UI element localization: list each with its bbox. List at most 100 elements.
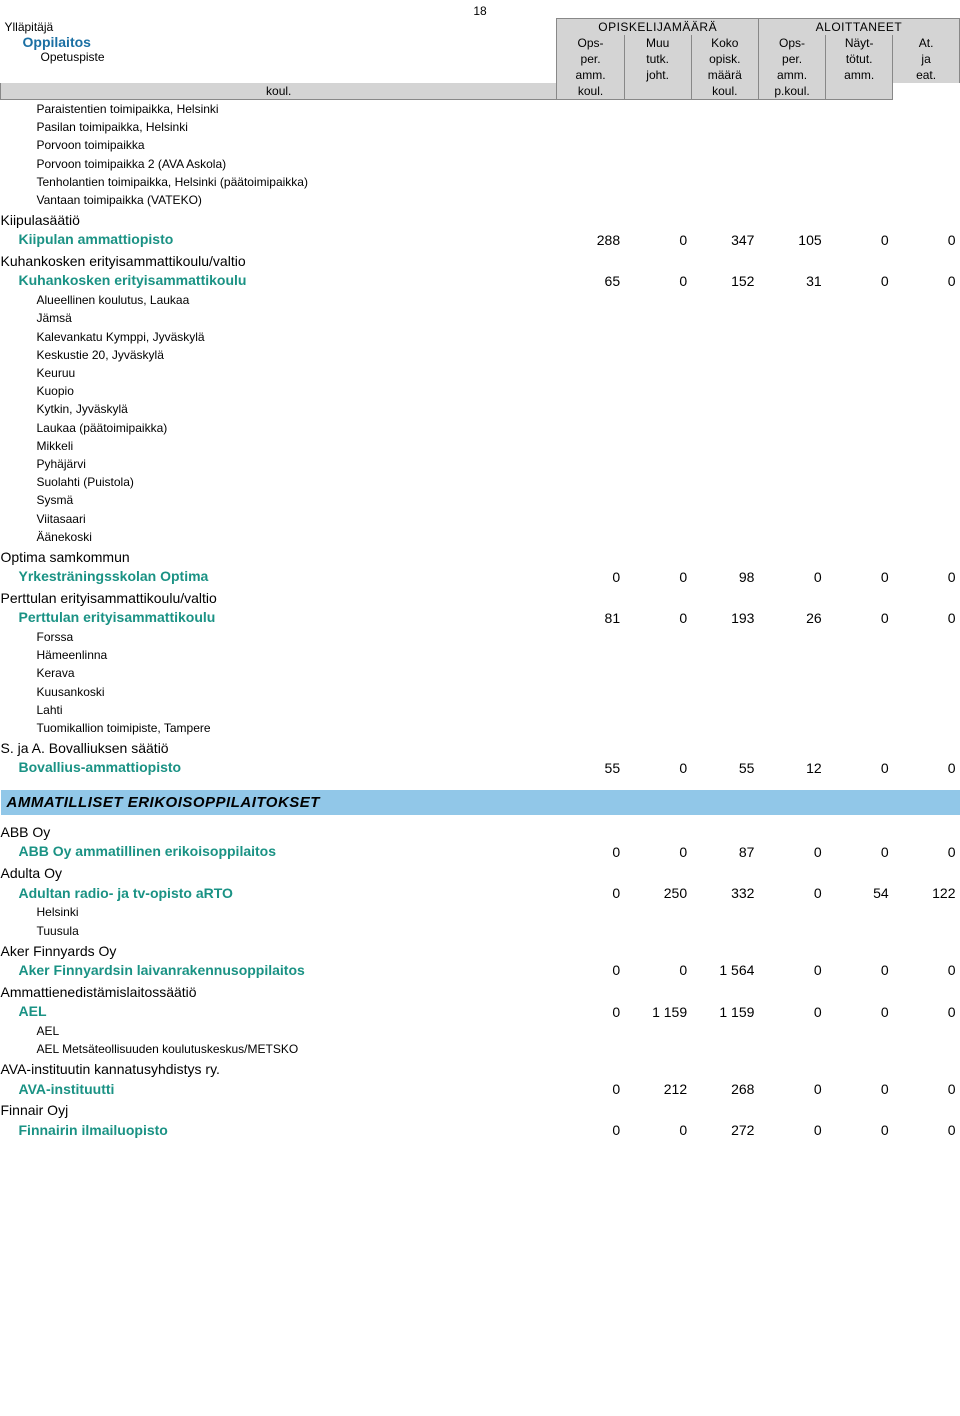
value-cell: 0 [557, 883, 624, 904]
opetuspiste: Hämeenlinna [1, 646, 960, 664]
value-cell: 347 [691, 229, 758, 250]
col-hdr: joht. [624, 67, 691, 83]
value-cell: 0 [893, 229, 960, 250]
value-cell: 272 [691, 1120, 758, 1141]
opetuspiste: Porvoon toimipaikka [1, 136, 960, 154]
value-cell: 0 [624, 960, 691, 981]
opetuspiste: Äänekoski [1, 528, 960, 546]
opetuspiste: Mikkeli [1, 437, 960, 455]
opetuspiste: Forssa [1, 628, 960, 646]
yllapitaja: Perttulan erityisammattikoulu/valtio [1, 587, 960, 607]
oppilaitos: ABB Oy ammatillinen erikoisoppilaitos [1, 841, 557, 862]
value-cell: 0 [624, 566, 691, 587]
opetuspiste: Kuusankoski [1, 683, 960, 701]
opetuspiste: AEL Metsäteollisuuden koulutuskeskus/MET… [1, 1040, 960, 1058]
yllapitaja: Kiipulasäätiö [1, 209, 960, 229]
value-cell: 65 [557, 270, 624, 291]
value-cell: 212 [624, 1079, 691, 1100]
value-cell: 0 [758, 960, 825, 981]
value-cell: 0 [893, 757, 960, 778]
opetuspiste: Kuopio [1, 382, 960, 400]
value-cell: 0 [893, 960, 960, 981]
value-cell: 0 [557, 1079, 624, 1100]
value-cell: 105 [758, 229, 825, 250]
value-cell: 87 [691, 841, 758, 862]
value-cell: 55 [691, 757, 758, 778]
value-cell: 0 [624, 757, 691, 778]
col-hdr: Näyt- [826, 35, 893, 51]
value-cell: 0 [826, 960, 893, 981]
value-cell: 288 [557, 229, 624, 250]
col-hdr: Muu [624, 35, 691, 51]
yllapitaja: Ammattienedistämislaitossäätiö [1, 981, 960, 1001]
opetuspiste: Kerava [1, 664, 960, 682]
value-cell: 31 [758, 270, 825, 291]
value-cell: 0 [826, 270, 893, 291]
main-table: Ylläpitäjä Oppilaitos Opetuspiste OPISKE… [0, 18, 960, 1140]
yllapitaja: Aker Finnyards Oy [1, 940, 960, 960]
col-hdr: Koko [691, 35, 758, 51]
value-cell: 98 [691, 566, 758, 587]
value-cell: 0 [826, 1079, 893, 1100]
opetuspiste: Porvoon toimipaikka 2 (AVA Askola) [1, 155, 960, 173]
yllapitaja: Optima samkommun [1, 546, 960, 566]
col-hdr: per. [557, 51, 624, 67]
oppilaitos: AEL [1, 1001, 557, 1022]
col-hdr: p.koul. [758, 83, 825, 100]
oppilaitos: Adultan radio- ja tv-opisto aRTO [1, 883, 557, 904]
oppilaitos: Finnairin ilmailuopisto [1, 1120, 557, 1141]
value-cell: 0 [758, 566, 825, 587]
opetuspiste: Tenholantien toimipaikka, Helsinki (päät… [1, 173, 960, 191]
opetuspiste: Laukaa (päätoimipaikka) [1, 419, 960, 437]
value-cell: 0 [557, 566, 624, 587]
col-hdr [624, 83, 691, 100]
value-cell: 0 [557, 960, 624, 981]
opetuspiste: Tuomikallion toimipiste, Tampere [1, 719, 960, 737]
value-cell: 0 [826, 841, 893, 862]
value-cell: 0 [826, 229, 893, 250]
opetuspiste: Kalevankatu Kymppi, Jyväskylä [1, 328, 960, 346]
col-hdr: tutk. [624, 51, 691, 67]
value-cell: 0 [557, 1001, 624, 1022]
value-cell: 1 564 [691, 960, 758, 981]
col-hdr: tötut. [826, 51, 893, 67]
value-cell: 1 159 [624, 1001, 691, 1022]
opetuspiste: Paraistentien toimipaikka, Helsinki [1, 100, 960, 119]
col-hdr: amm. [557, 67, 624, 83]
col-hdr: koul. [691, 83, 758, 100]
value-cell: 12 [758, 757, 825, 778]
value-cell: 0 [557, 841, 624, 862]
col-hdr: amm. [826, 67, 893, 83]
opetuspiste: Viitasaari [1, 510, 960, 528]
value-cell: 0 [624, 607, 691, 628]
oppilaitos: Perttulan erityisammattikoulu [1, 607, 557, 628]
opetuspiste: AEL [1, 1022, 960, 1040]
yllapitaja: S. ja A. Bovalliuksen säätiö [1, 737, 960, 757]
value-cell: 268 [691, 1079, 758, 1100]
col-hdr: At. [893, 35, 960, 51]
oppilaitos: Aker Finnyardsin laivanrakennusoppilaito… [1, 960, 557, 981]
value-cell: 122 [893, 883, 960, 904]
opetuspiste: Pasilan toimipaikka, Helsinki [1, 118, 960, 136]
value-cell: 0 [826, 757, 893, 778]
col-hdr: per. [758, 51, 825, 67]
opetuspiste: Kytkin, Jyväskylä [1, 400, 960, 418]
value-cell: 54 [826, 883, 893, 904]
value-cell: 0 [893, 841, 960, 862]
hdr-opiskelijamaara: OPISKELIJAMÄÄRÄ [557, 19, 758, 36]
col-hdr: määrä [691, 67, 758, 83]
oppilaitos: AVA-instituutti [1, 1079, 557, 1100]
oppilaitos: Yrkesträningsskolan Optima [1, 566, 557, 587]
col-hdr: opisk. [691, 51, 758, 67]
value-cell: 193 [691, 607, 758, 628]
opetuspiste: Pyhäjärvi [1, 455, 960, 473]
value-cell: 152 [691, 270, 758, 291]
hdr-oppilaitos: Oppilaitos [5, 34, 91, 50]
opetuspiste: Keuruu [1, 364, 960, 382]
col-hdr: eat. [893, 67, 960, 83]
opetuspiste: Sysmä [1, 491, 960, 509]
hdr-aloittaneet: ALOITTANEET [758, 19, 959, 36]
yllapitaja: AVA-instituutin kannatusyhdistys ry. [1, 1058, 960, 1078]
value-cell: 81 [557, 607, 624, 628]
value-cell: 0 [624, 1120, 691, 1141]
